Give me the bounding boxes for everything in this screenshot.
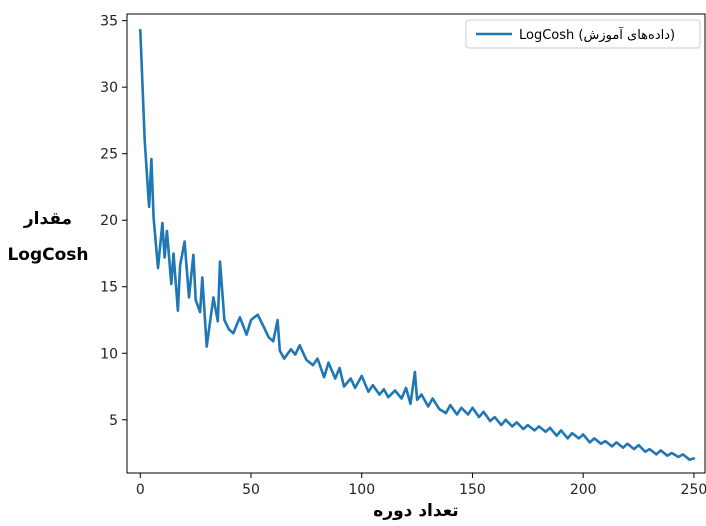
x-axis-title: تعداد دوره [373,501,458,521]
y-axis-title-line-1: مقدار [23,209,72,229]
y-tick-label: 25 [100,147,118,163]
y-axis-ticks: 5 10 15 20 25 30 35 [100,14,127,429]
x-tick-label: 150 [459,482,486,498]
y-tick-label: 15 [100,280,118,296]
x-axis-ticks: 0 50 100 150 200 250 [136,473,706,498]
legend: LogCosh (داده‌های آموزش) [465,19,701,49]
plot-area [126,13,706,474]
y-axis-title-line-2: LogCosh [7,245,88,265]
logcosh-series-line [139,28,696,462]
x-tick-label: 100 [348,482,375,498]
y-tick-label: 20 [100,213,118,229]
y-tick-label: 10 [100,346,118,362]
x-tick-label: 50 [242,482,260,498]
legend-label: LogCosh (داده‌های آموزش) [519,26,675,43]
y-tick-label: 35 [100,14,118,30]
x-tick-label: 250 [681,482,706,498]
legend-box [465,19,701,49]
y-tick-label: 30 [100,80,118,96]
x-tick-label: 200 [570,482,597,498]
x-tick-label: 0 [136,482,145,498]
y-tick-label: 5 [109,413,118,429]
